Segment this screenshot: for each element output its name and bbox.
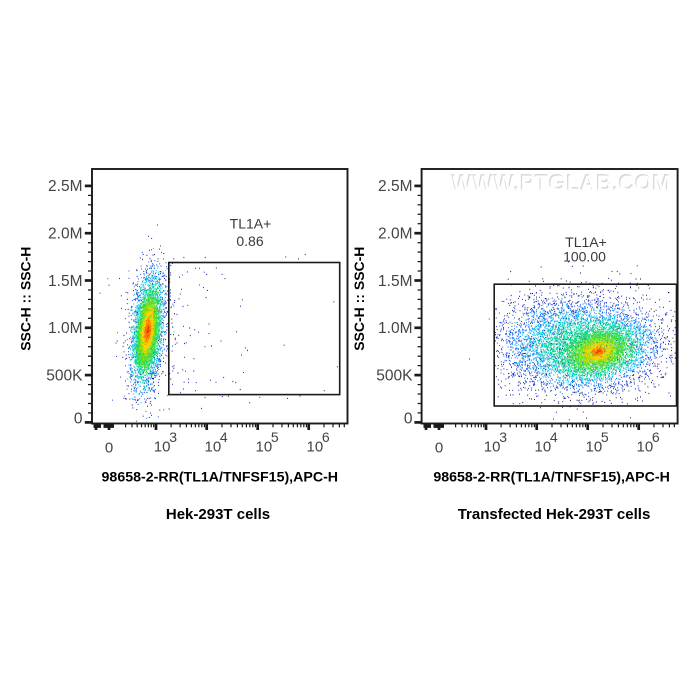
svg-text:10: 10: [535, 438, 552, 455]
svg-text:SSC-H :: SSC-H: SSC-H :: SSC-H: [18, 247, 34, 351]
svg-text:0: 0: [404, 411, 413, 428]
svg-text:10: 10: [637, 438, 654, 455]
svg-text:2.0M: 2.0M: [378, 226, 412, 243]
svg-text:0: 0: [74, 411, 83, 428]
svg-text:6: 6: [322, 429, 330, 445]
svg-text:Hek-293T cells: Hek-293T cells: [166, 506, 270, 523]
svg-text:10: 10: [256, 438, 273, 455]
svg-text:4: 4: [550, 429, 558, 445]
svg-text:TL1A+: TL1A+: [565, 234, 607, 250]
svg-text:100.00: 100.00: [563, 249, 606, 265]
svg-text:WWW.PTGLAB.COM: WWW.PTGLAB.COM: [452, 171, 671, 196]
svg-text:10: 10: [484, 438, 501, 455]
svg-text:1.0M: 1.0M: [48, 320, 82, 337]
svg-text:10: 10: [307, 438, 324, 455]
svg-text:2.5M: 2.5M: [378, 178, 412, 195]
svg-text:0: 0: [105, 439, 113, 456]
svg-text:SSC-H :: SSC-H: SSC-H :: SSC-H: [351, 247, 367, 351]
svg-text:1.5M: 1.5M: [48, 273, 82, 290]
svg-text:98658-2-RR(TL1A/TNFSF15),APC-H: 98658-2-RR(TL1A/TNFSF15),APC-H: [433, 470, 670, 486]
svg-text:3: 3: [499, 429, 507, 445]
svg-text:3: 3: [169, 429, 177, 445]
svg-text:6: 6: [652, 429, 660, 445]
svg-text:2.0M: 2.0M: [48, 226, 82, 243]
svg-text:500K: 500K: [376, 367, 413, 384]
svg-text:4: 4: [220, 429, 228, 445]
svg-text:5: 5: [601, 429, 609, 445]
svg-text:WWW.PTGLAB.COM: WWW.PTGLAB.COM: [451, 170, 670, 195]
svg-text:98658-2-RR(TL1A/TNFSF15),APC-H: 98658-2-RR(TL1A/TNFSF15),APC-H: [102, 470, 339, 486]
svg-text:10: 10: [154, 438, 171, 455]
svg-text:10: 10: [586, 438, 603, 455]
svg-text:10: 10: [205, 438, 222, 455]
svg-text:5: 5: [271, 429, 279, 445]
svg-text:2.5M: 2.5M: [48, 178, 82, 195]
svg-text:1.5M: 1.5M: [378, 273, 412, 290]
svg-text:1.0M: 1.0M: [378, 320, 412, 337]
svg-text:TL1A+: TL1A+: [230, 216, 272, 232]
svg-text:0: 0: [435, 439, 443, 456]
svg-text:Transfected Hek-293T cells: Transfected Hek-293T cells: [458, 506, 651, 523]
svg-text:0.86: 0.86: [236, 233, 263, 249]
svg-text:500K: 500K: [46, 367, 83, 384]
